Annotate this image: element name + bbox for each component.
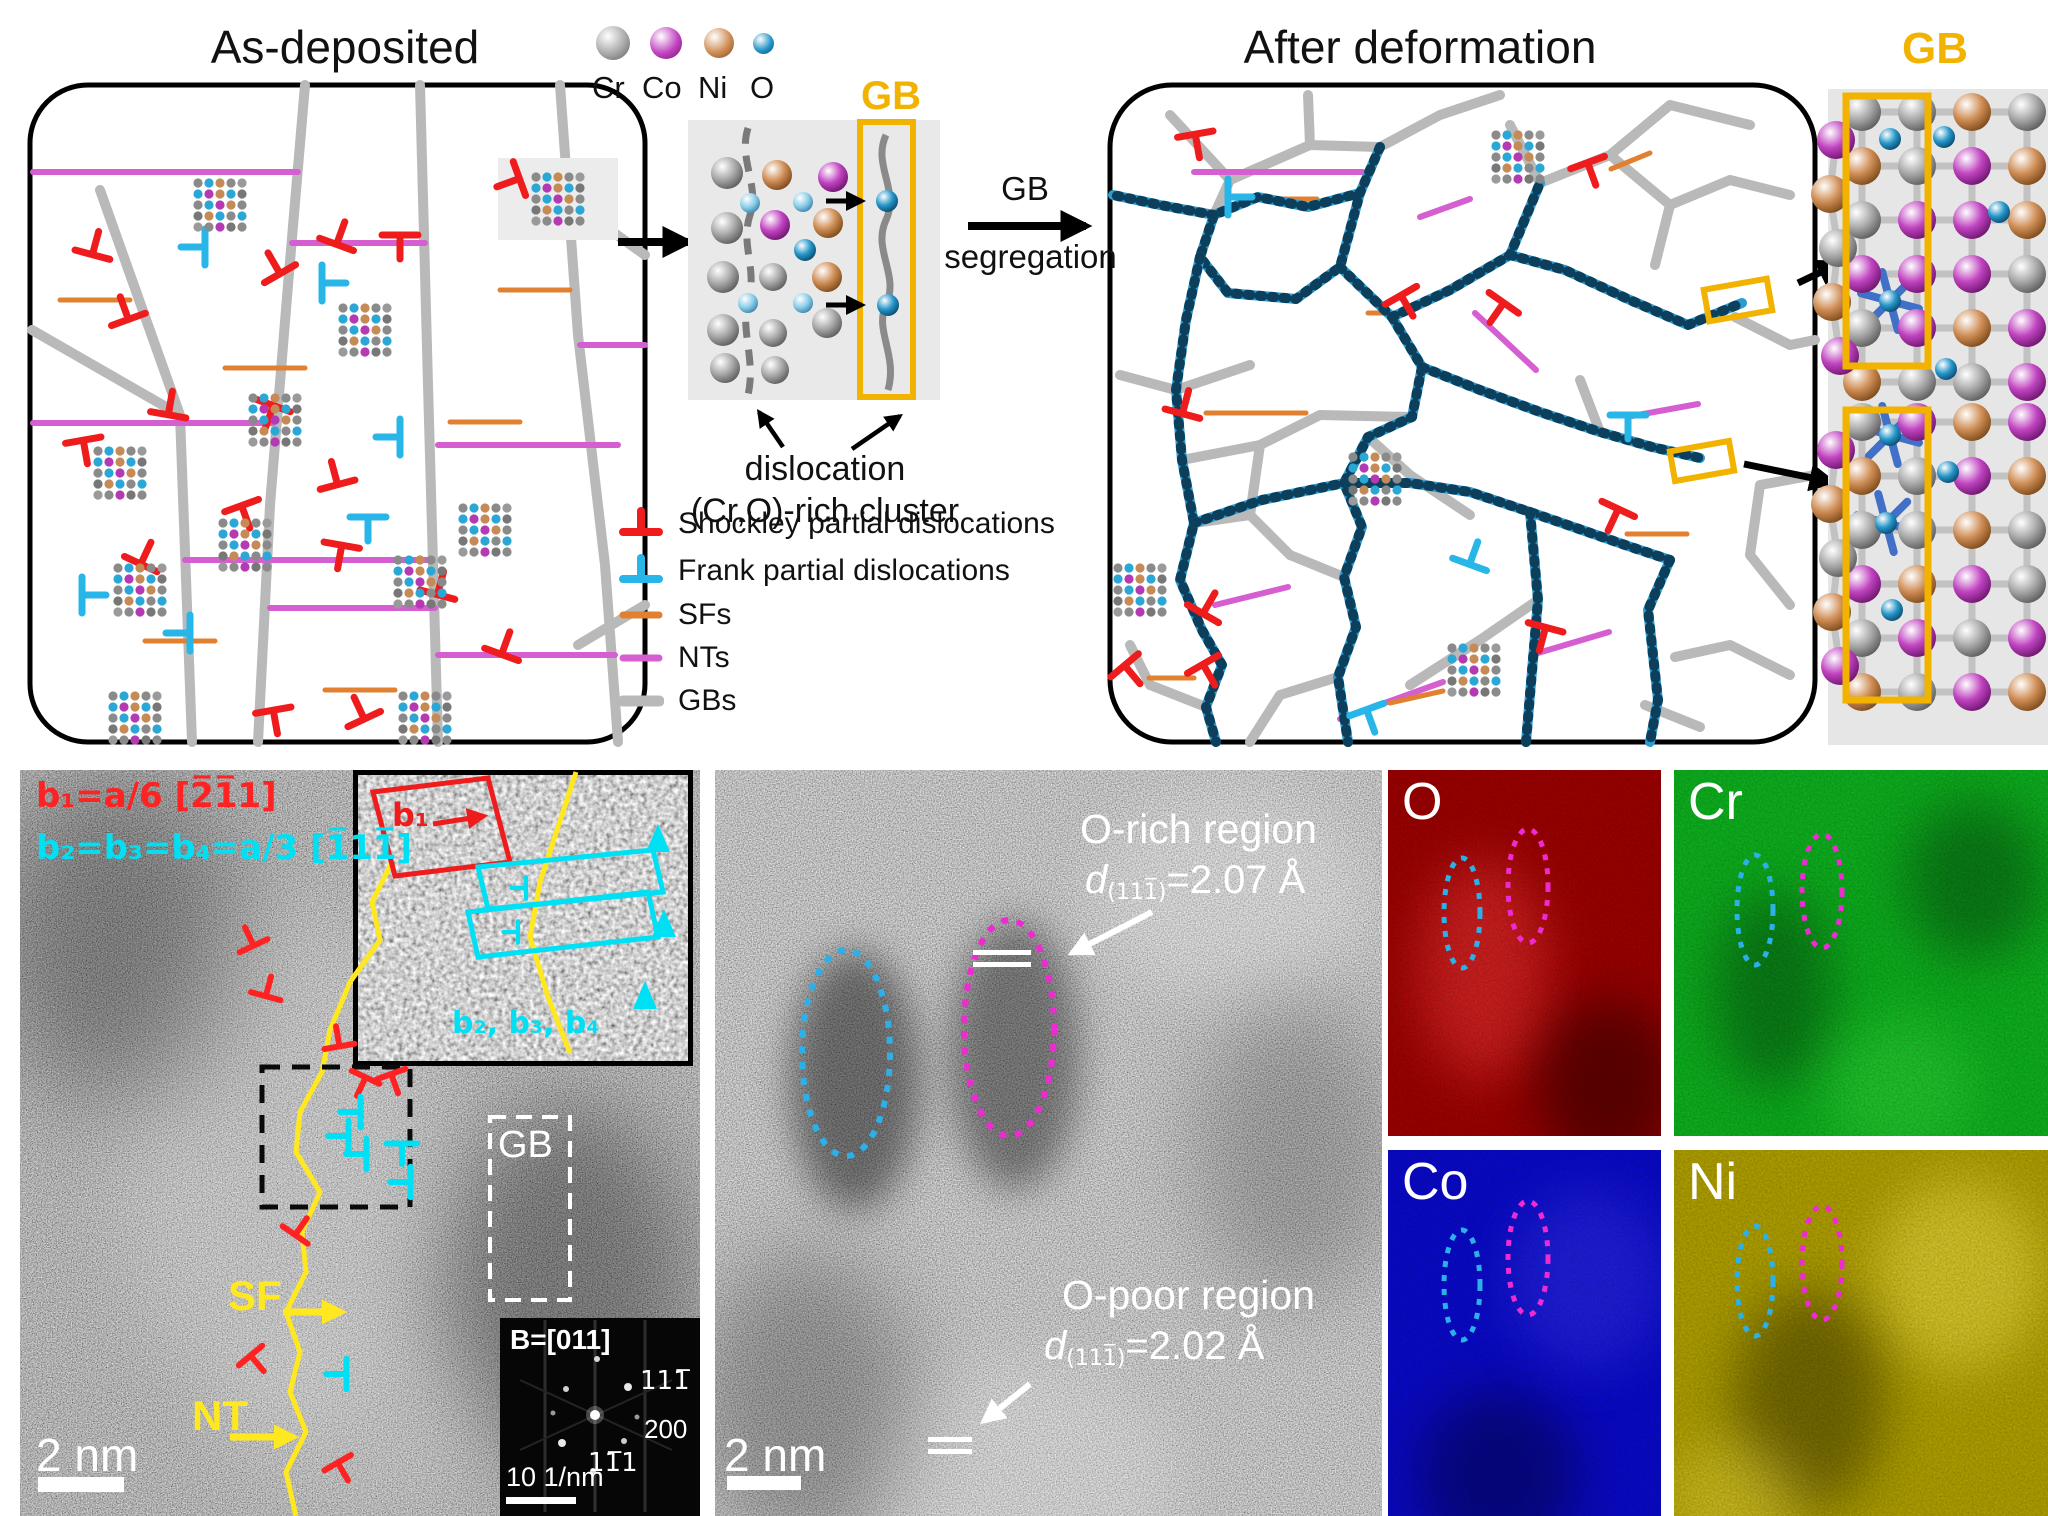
legend-row-nts: NTs	[618, 641, 730, 675]
arrow-to-structure-1	[1796, 259, 1846, 287]
ni-atom-label: Ni	[698, 70, 728, 105]
co-atom-label: Co	[642, 70, 682, 105]
legend-label: NTs	[678, 641, 730, 674]
ni-atom-sphere	[704, 28, 734, 58]
gb-highlight-rect-top	[1842, 92, 1932, 370]
as-deposited-title: As-deposited	[210, 21, 480, 73]
hrtem-inset	[353, 770, 693, 1066]
as-deposited-grain-boundaries	[27, 80, 650, 747]
cr-atom-sphere	[596, 26, 630, 60]
after-deformation-title: After deformation	[1243, 21, 1597, 73]
cr-atom-label: Cr	[592, 70, 625, 105]
eds-map-Co	[1388, 1150, 1661, 1516]
eds-map-O	[1388, 770, 1661, 1136]
fft-inset	[500, 1318, 700, 1516]
after-deformation-panel	[1107, 82, 1846, 747]
hrtem-left-panel	[20, 770, 700, 1516]
cluster-box	[688, 119, 940, 451]
shockley-symbol	[619, 507, 663, 536]
cluster-caption-cro-rich: (Cr,O)-rich cluster	[690, 492, 960, 530]
gb-symbol	[618, 695, 664, 707]
eds-map-Cr	[1674, 770, 2048, 1136]
arrow-to-structure-2	[1743, 460, 1838, 492]
after-stacking-faults	[1146, 150, 1690, 706]
legend-row-gbs: GBs	[618, 684, 736, 718]
as-deposited-stacking-faults	[57, 287, 573, 693]
legend-label: SFs	[678, 598, 732, 631]
cluster-gb-label: GB	[861, 74, 921, 118]
structure-gb-label: GB	[1902, 24, 1968, 73]
dislocation-line	[741, 126, 757, 396]
gb-highlight-rect-bottom	[1842, 406, 1932, 704]
legend-row-sfs: SFs	[618, 598, 731, 632]
caption-arrow-2	[850, 413, 903, 451]
after-grain-boundaries	[1115, 90, 1820, 747]
legend-label: Frank partial dislocations	[678, 554, 1010, 587]
hrtem-inset-noise	[358, 775, 688, 1061]
legend-row-shockley: Shockley partial dislocations	[618, 505, 1055, 543]
transition-label-gb: GB	[1001, 170, 1049, 207]
legend-label: Shockley partial dislocations	[678, 507, 1055, 540]
cluster-caption-dislocation: dislocation	[744, 450, 906, 488]
gb-wavy-line	[878, 133, 894, 391]
as-deposited-nanotwins	[30, 169, 648, 658]
cluster-atoms	[707, 157, 899, 384]
hrtem-mid-panel	[715, 770, 1382, 1516]
transition-label-segregation: segregation	[944, 238, 1117, 275]
frank-symbol	[619, 554, 663, 583]
caption-arrow-1	[756, 409, 785, 449]
after-nanotwins	[1191, 169, 1701, 722]
gb-structure-panel	[1811, 89, 2048, 745]
o-atom-sphere	[753, 33, 774, 54]
eds-map-Ni	[1674, 1150, 2048, 1516]
gb-highlight-rect	[857, 119, 916, 400]
nt-symbol	[619, 654, 663, 662]
co-atom-sphere	[650, 27, 682, 59]
o-atom-label: O	[750, 70, 775, 105]
cluster-source-box	[498, 158, 618, 240]
legend-row-frank: Frank partial dislocations	[618, 552, 1010, 590]
sf-symbol	[619, 611, 663, 619]
gb-zoom-box-1	[1700, 275, 1776, 325]
o-segregated-boundaries	[1108, 142, 1747, 747]
gb-zoom-box-2	[1666, 437, 1738, 485]
gb-structure-lattice	[1811, 93, 2046, 711]
as-deposited-panel	[27, 80, 695, 747]
legend-label: GBs	[678, 684, 737, 717]
